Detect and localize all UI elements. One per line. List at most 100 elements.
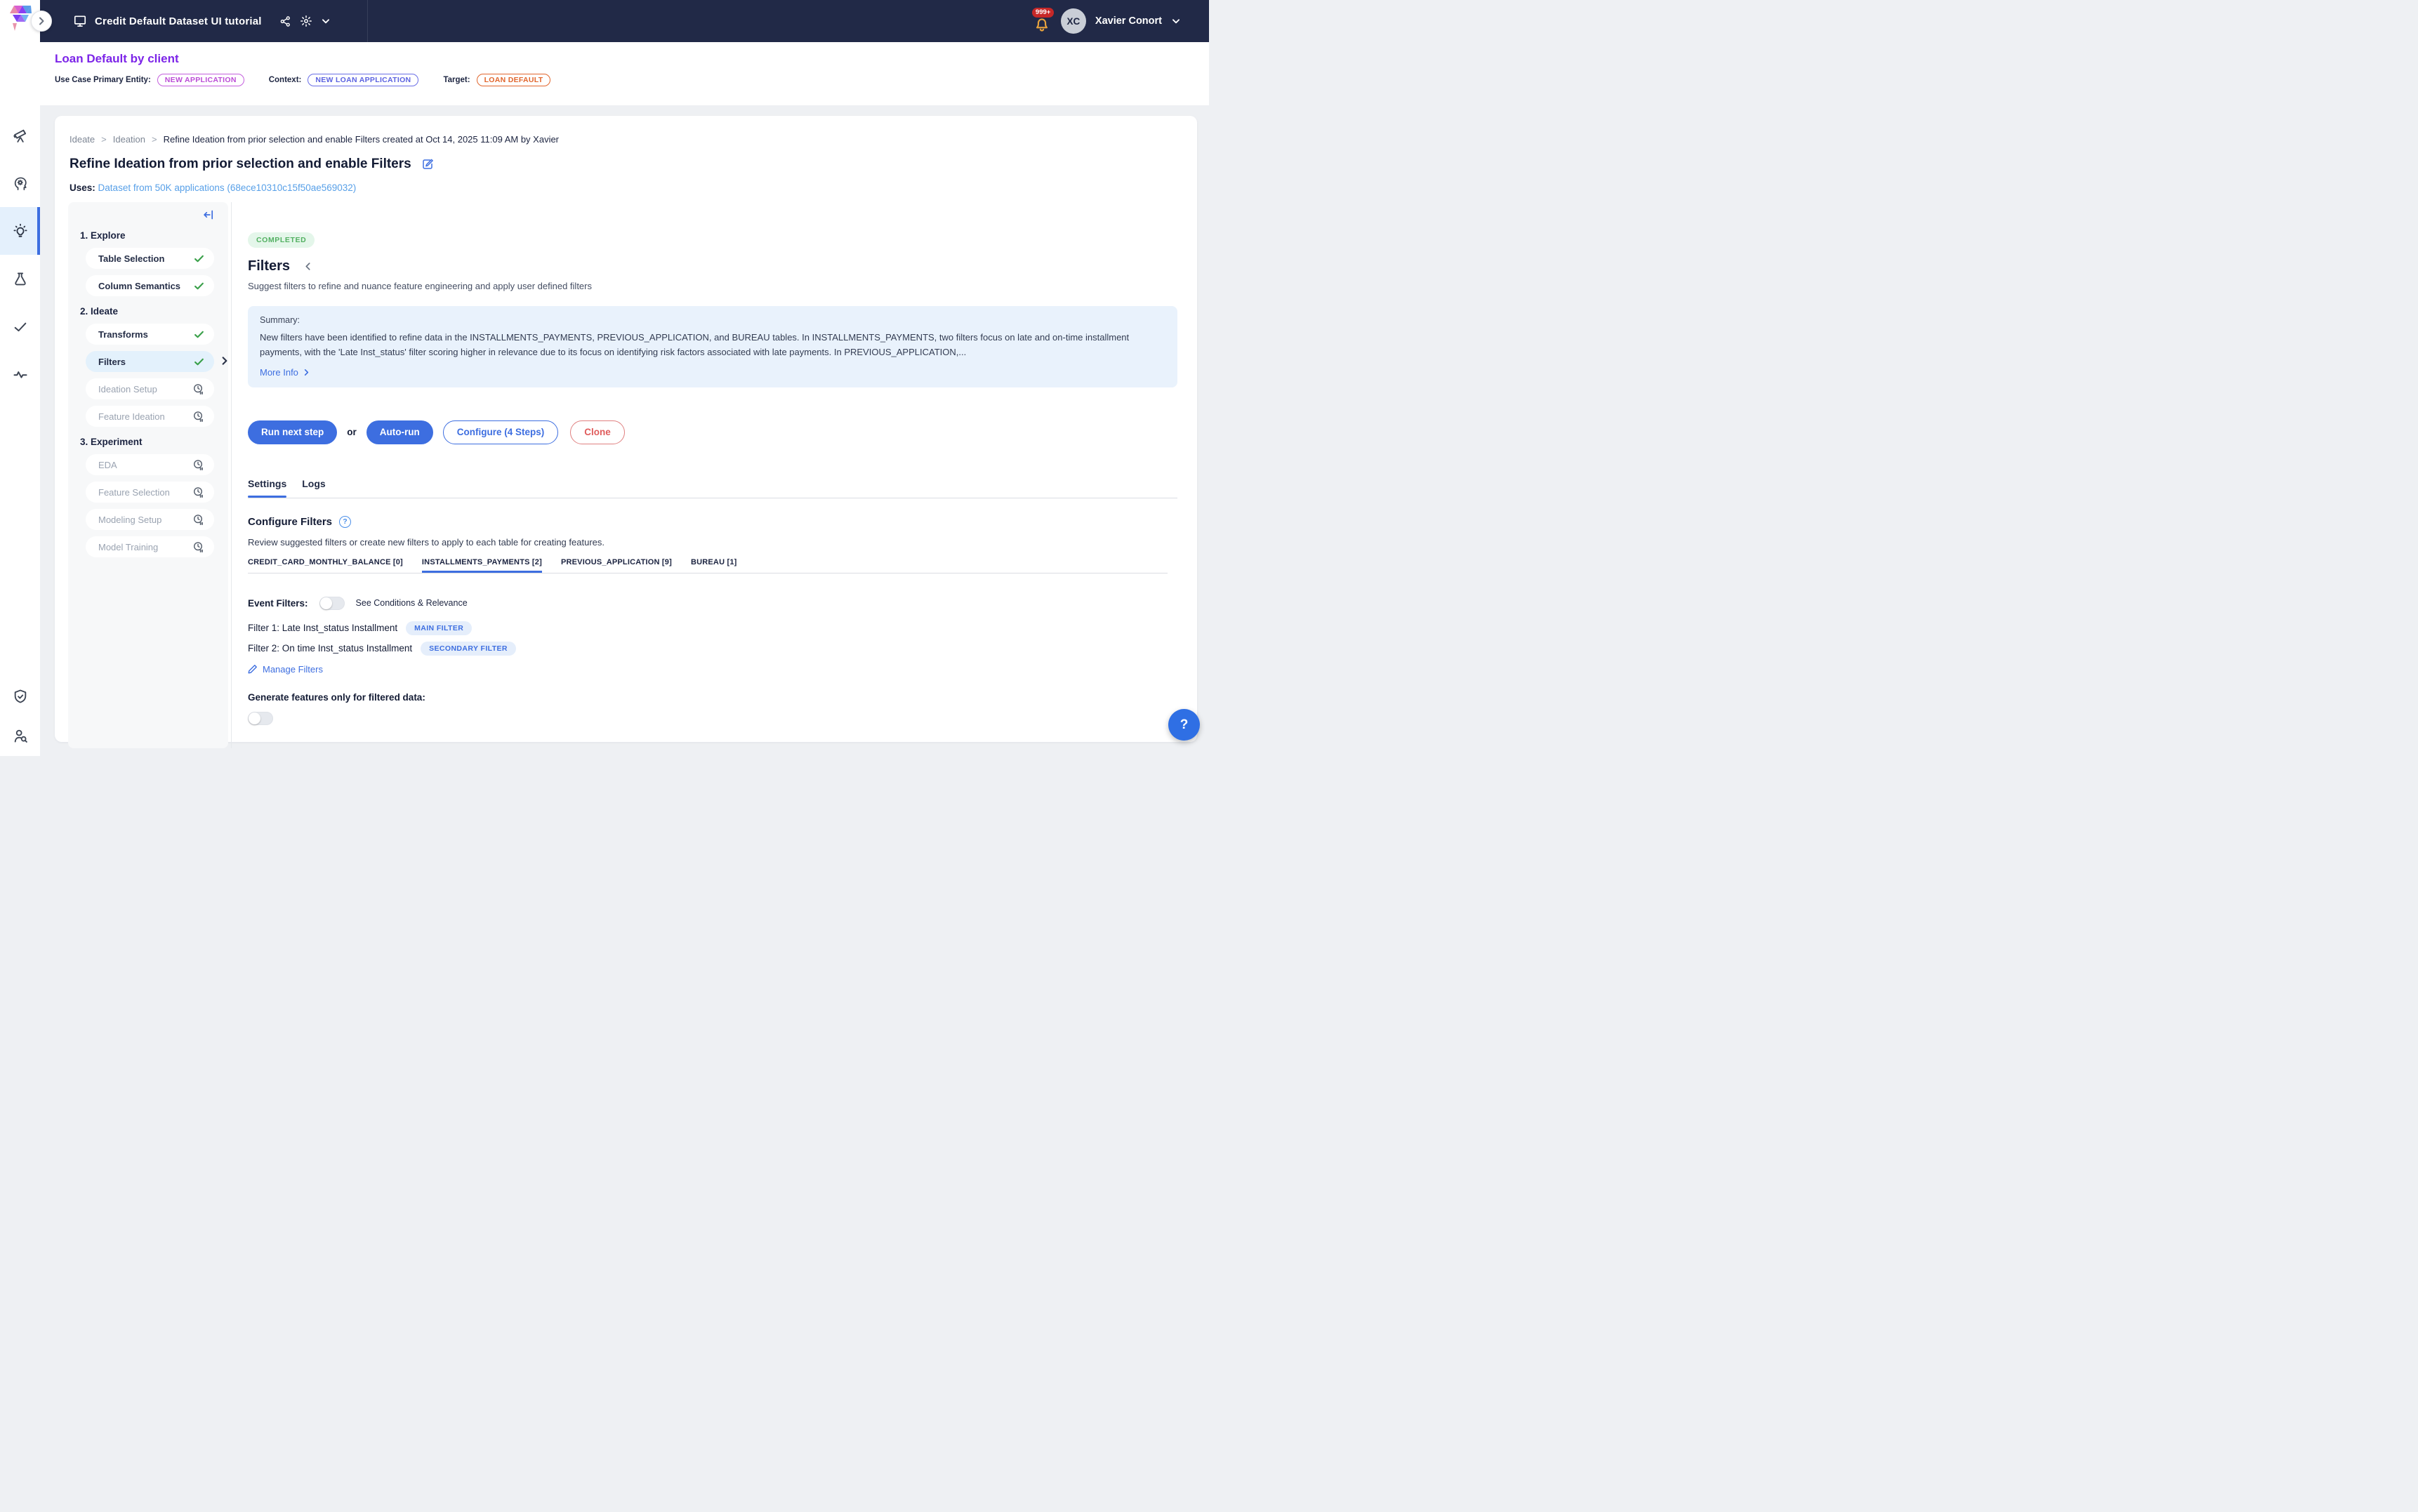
usecase-title: Loan Default by client	[55, 52, 179, 65]
collapse-panel-icon[interactable]	[203, 209, 214, 220]
nav-monitor-activity-icon[interactable]	[0, 350, 40, 398]
summary-label: Summary:	[260, 315, 300, 325]
tab-credit-card-monthly-balance[interactable]: CREDIT_CARD_MONTHLY_BALANCE [0]	[248, 557, 403, 566]
status-badge: COMPLETED	[248, 232, 315, 248]
breadcrumb-separator: >	[152, 134, 157, 145]
step-label: EDA	[98, 459, 117, 470]
breadcrumb-ideation[interactable]: Ideation	[112, 134, 146, 145]
filter-row-1: Filter 1: Late Inst_status Installment M…	[248, 621, 1177, 635]
topbar-divider	[367, 0, 368, 42]
event-filters-toggle[interactable]	[319, 596, 345, 610]
step-label: Modeling Setup	[98, 514, 162, 525]
configure-filters-description: Review suggested filters or create new f…	[248, 536, 604, 548]
tab-settings[interactable]: Settings	[248, 478, 287, 498]
top-app-bar: Credit Default Dataset UI tutorial	[40, 0, 1209, 42]
nav-experiment-flask-icon[interactable]	[0, 255, 40, 303]
step-transforms[interactable]: Transforms	[86, 324, 215, 345]
tab-previous-application[interactable]: PREVIOUS_APPLICATION [9]	[560, 557, 672, 566]
user-menu-chevron-icon[interactable]	[1171, 16, 1181, 26]
context-pill[interactable]: NEW LOAN APPLICATION	[308, 74, 419, 86]
nav-semantics-head-gear-icon[interactable]	[0, 159, 40, 207]
nav-ideate-lightbulb-icon[interactable]	[0, 207, 40, 255]
nav-explore-telescope-icon[interactable]	[0, 112, 40, 159]
notifications-bell[interactable]: 999+	[1031, 8, 1055, 33]
step-feature-selection[interactable]: Feature Selection	[86, 482, 215, 503]
step-ideation-setup[interactable]: Ideation Setup	[86, 378, 215, 399]
expand-sidebar-button[interactable]	[31, 11, 52, 32]
dataset-link[interactable]: Dataset from 50K applications (68ece1031…	[98, 183, 357, 193]
steps-panel: 1. Explore Table Selection Column Semant…	[68, 202, 229, 748]
featurebyte-logo[interactable]	[8, 4, 32, 33]
auto-run-button[interactable]: Auto-run	[366, 420, 433, 444]
task-subtitle: Suggest filters to refine and nuance fea…	[248, 281, 592, 291]
chevron-down-icon[interactable]	[321, 16, 331, 26]
share-icon[interactable]	[279, 15, 291, 27]
breadcrumb-ideate[interactable]: Ideate	[70, 134, 95, 145]
help-icon[interactable]: ?	[339, 515, 352, 528]
step-group-explore: 1. Explore	[80, 230, 126, 241]
primary-entity-label: Use Case Primary Entity:	[55, 76, 151, 84]
collapse-task-chevron-icon[interactable]	[303, 262, 312, 271]
clock-pending-icon	[192, 541, 204, 553]
usecase-band: Loan Default by client Use Case Primary …	[40, 42, 1209, 105]
step-model-training[interactable]: Model Training	[86, 536, 215, 557]
check-done-icon	[194, 253, 204, 264]
check-done-icon	[194, 357, 204, 367]
step-label: Transforms	[98, 329, 148, 340]
table-tabs: CREDIT_CARD_MONTHLY_BALANCE [0] INSTALLM…	[248, 558, 1177, 573]
page-title: Refine Ideation from prior selection and…	[70, 157, 411, 171]
clone-button[interactable]: Clone	[570, 420, 625, 444]
app-root: Credit Default Dataset UI tutorial	[0, 0, 1209, 756]
left-icon-rail	[0, 0, 40, 756]
filter-1-label: Filter 1: Late Inst_status Installment	[248, 623, 398, 634]
gear-icon[interactable]	[300, 15, 312, 27]
clock-pending-icon	[192, 486, 204, 498]
notification-count-badge: 999+	[1031, 8, 1055, 18]
breadcrumb-current: Refine Ideation from prior selection and…	[163, 134, 560, 145]
shield-check-icon[interactable]	[13, 689, 28, 704]
check-done-icon	[194, 281, 204, 291]
configure-filters-title: Configure Filters	[248, 515, 333, 528]
manage-filters-link[interactable]: Manage Filters	[248, 664, 1177, 675]
step-eda[interactable]: EDA	[86, 454, 215, 475]
user-avatar[interactable]: XC	[1060, 8, 1086, 34]
task-panel: COMPLETED Filters Suggest filters to ref…	[232, 202, 1197, 748]
step-column-semantics[interactable]: Column Semantics	[86, 275, 215, 296]
panel-divider	[231, 202, 232, 748]
step-feature-ideation[interactable]: Feature Ideation	[86, 406, 215, 427]
summary-text: New filters have been identified to refi…	[260, 332, 1130, 358]
clock-pending-icon	[192, 514, 204, 526]
manage-filters-label: Manage Filters	[263, 663, 323, 675]
tab-bureau[interactable]: BUREAU [1]	[690, 557, 737, 566]
nav-validate-check-icon[interactable]	[0, 303, 40, 350]
step-modeling-setup[interactable]: Modeling Setup	[86, 509, 215, 530]
project-title[interactable]: Credit Default Dataset UI tutorial	[95, 15, 262, 27]
or-text: or	[347, 427, 357, 438]
run-next-step-button[interactable]: Run next step	[248, 420, 338, 444]
step-label: Filters	[98, 356, 126, 367]
filter-2-label: Filter 2: On time Inst_status Installmen…	[248, 643, 413, 654]
clock-pending-icon	[192, 411, 204, 423]
edit-title-icon[interactable]	[421, 158, 434, 171]
help-fab-button[interactable]: ?	[1168, 709, 1200, 741]
task-title: Filters	[248, 258, 291, 274]
step-label: Table Selection	[98, 253, 165, 264]
user-search-icon[interactable]	[13, 728, 28, 743]
configure-button[interactable]: Configure (4 Steps)	[442, 420, 559, 444]
step-label: Feature Ideation	[98, 411, 165, 422]
tab-installments-payments[interactable]: INSTALLMENTS_PAYMENTS [2]	[421, 558, 542, 573]
more-info-link[interactable]: More Info	[260, 367, 1165, 378]
uses-label: Uses:	[70, 183, 95, 193]
target-pill[interactable]: LOAN DEFAULT	[476, 74, 551, 86]
step-label: Model Training	[98, 541, 159, 552]
generate-features-toggle[interactable]	[248, 711, 273, 725]
filter-2-badge: SECONDARY FILTER	[421, 641, 516, 656]
step-filters[interactable]: Filters	[86, 351, 227, 372]
primary-entity-pill[interactable]: NEW APPLICATION	[157, 74, 244, 86]
user-name: Xavier Conort	[1095, 15, 1162, 27]
pencil-icon	[248, 665, 257, 674]
monitor-icon	[73, 14, 87, 28]
tab-logs[interactable]: Logs	[302, 477, 326, 489]
step-table-selection[interactable]: Table Selection	[86, 248, 215, 269]
settings-logs-tabs: Settings Logs	[248, 478, 1177, 498]
